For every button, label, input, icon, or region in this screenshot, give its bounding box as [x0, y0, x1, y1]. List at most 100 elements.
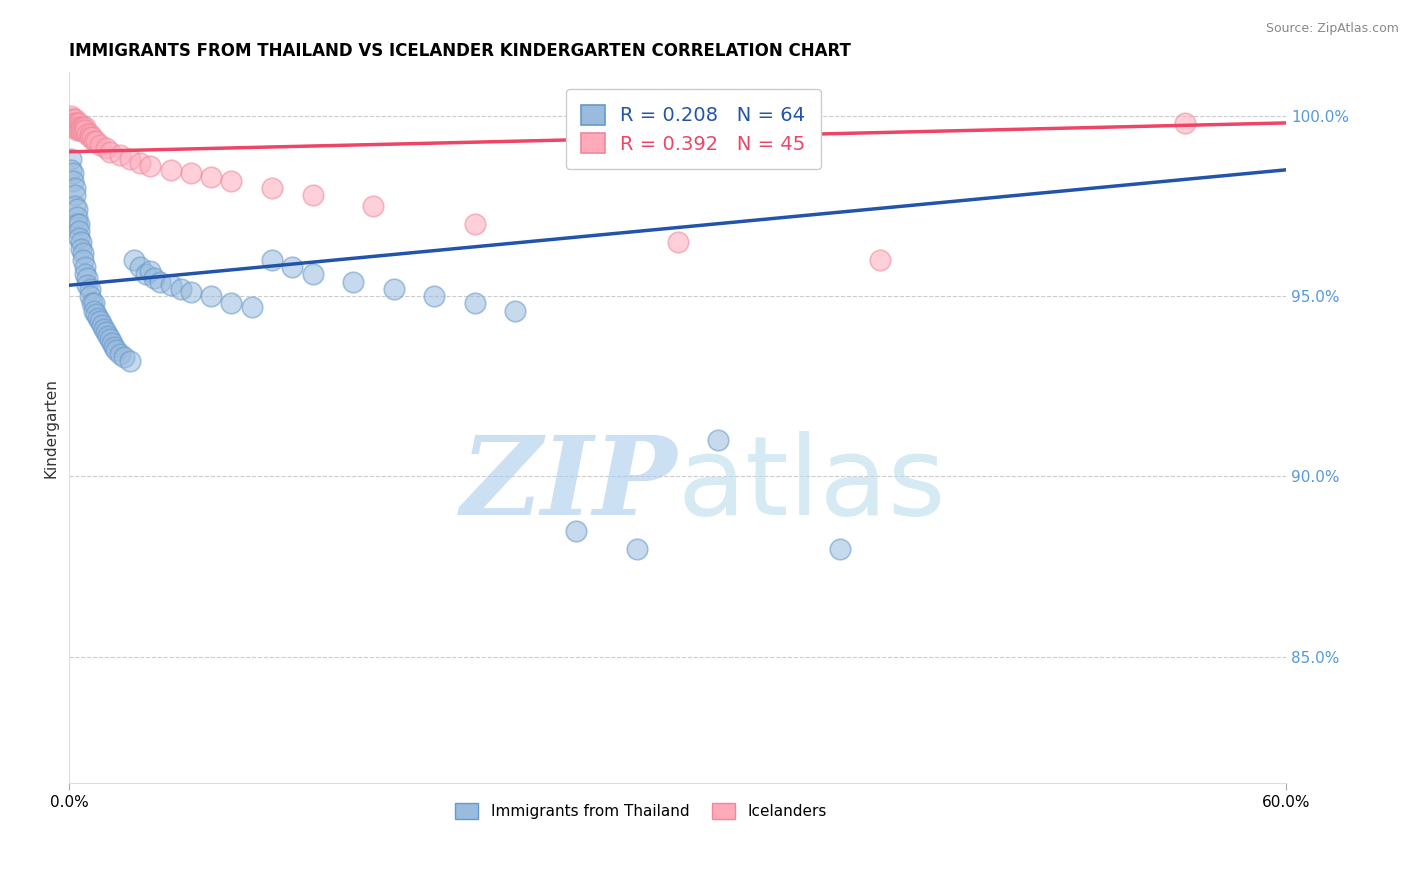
Point: [869, 252, 891, 267]
Point: [75, 123, 97, 137]
Point: [86, 310, 108, 325]
Point: [112, 351, 135, 365]
Point: [83, 134, 105, 148]
Point: [301, 188, 323, 202]
Point: [60, 112, 83, 127]
Point: [93, 321, 115, 335]
Point: [342, 275, 364, 289]
Point: [84, 134, 107, 148]
Point: [70, 123, 93, 137]
Legend: Immigrants from Thailand, Icelanders: Immigrants from Thailand, Icelanders: [450, 797, 832, 825]
Point: [122, 252, 145, 267]
Point: [94, 141, 117, 155]
Point: [75, 120, 97, 134]
Point: [129, 155, 152, 169]
Point: [65, 199, 87, 213]
Point: [139, 159, 162, 173]
Point: [76, 278, 98, 293]
Point: [65, 188, 87, 202]
Point: [170, 282, 193, 296]
Point: [67, 217, 90, 231]
Point: [70, 120, 93, 134]
Point: [149, 275, 172, 289]
Point: [75, 268, 97, 282]
Point: [65, 120, 87, 134]
Point: [62, 120, 84, 134]
Point: [80, 296, 103, 310]
Point: [89, 137, 111, 152]
Point: [143, 271, 166, 285]
Point: [65, 112, 87, 127]
Point: [79, 130, 101, 145]
Text: atlas: atlas: [678, 431, 946, 538]
Point: [66, 210, 89, 224]
Point: [65, 116, 87, 130]
Point: [200, 169, 222, 184]
Point: [70, 242, 93, 256]
Point: [90, 318, 112, 332]
Point: [72, 252, 94, 267]
Point: [80, 130, 103, 145]
Point: [281, 260, 304, 275]
Point: [67, 120, 90, 134]
Point: [260, 181, 283, 195]
Point: [120, 152, 142, 166]
Point: [707, 434, 730, 448]
Point: [67, 116, 90, 130]
Point: [60, 116, 83, 130]
Point: [382, 282, 405, 296]
Point: [67, 224, 90, 238]
Point: [83, 303, 105, 318]
Point: [505, 303, 527, 318]
Text: IMMIGRANTS FROM THAILAND VS ICELANDER KINDERGARTEN CORRELATION CHART: IMMIGRANTS FROM THAILAND VS ICELANDER KI…: [69, 42, 851, 60]
Point: [72, 120, 94, 134]
Point: [301, 268, 323, 282]
Y-axis label: Kindergarten: Kindergarten: [44, 378, 58, 478]
Point: [108, 148, 131, 162]
Point: [75, 260, 97, 275]
Point: [83, 296, 105, 310]
Point: [260, 252, 283, 267]
Point: [159, 278, 181, 293]
Point: [139, 264, 162, 278]
Point: [70, 235, 93, 249]
Point: [135, 268, 157, 282]
Point: [62, 166, 84, 180]
Point: [108, 347, 131, 361]
Point: [66, 123, 89, 137]
Point: [89, 314, 111, 328]
Point: [67, 231, 90, 245]
Point: [62, 112, 84, 127]
Point: [76, 127, 98, 141]
Point: [363, 199, 385, 213]
Point: [98, 145, 121, 159]
Point: [423, 289, 446, 303]
Point: [626, 541, 648, 556]
Point: [79, 282, 101, 296]
Point: [65, 181, 87, 195]
Point: [180, 285, 202, 300]
Point: [72, 245, 94, 260]
Point: [62, 116, 84, 130]
Point: [72, 123, 94, 137]
Point: [84, 307, 107, 321]
Point: [79, 127, 101, 141]
Point: [666, 235, 689, 249]
Point: [200, 289, 222, 303]
Point: [180, 166, 202, 180]
Point: [464, 217, 486, 231]
Point: [101, 335, 124, 350]
Point: [60, 109, 83, 123]
Point: [62, 174, 84, 188]
Text: ZIP: ZIP: [461, 431, 678, 539]
Point: [98, 332, 121, 346]
Point: [67, 123, 90, 137]
Point: [60, 152, 83, 166]
Point: [120, 354, 142, 368]
Point: [104, 343, 127, 358]
Point: [828, 541, 851, 556]
Point: [97, 328, 120, 343]
Point: [221, 174, 243, 188]
Point: [66, 116, 89, 130]
Point: [66, 217, 89, 231]
